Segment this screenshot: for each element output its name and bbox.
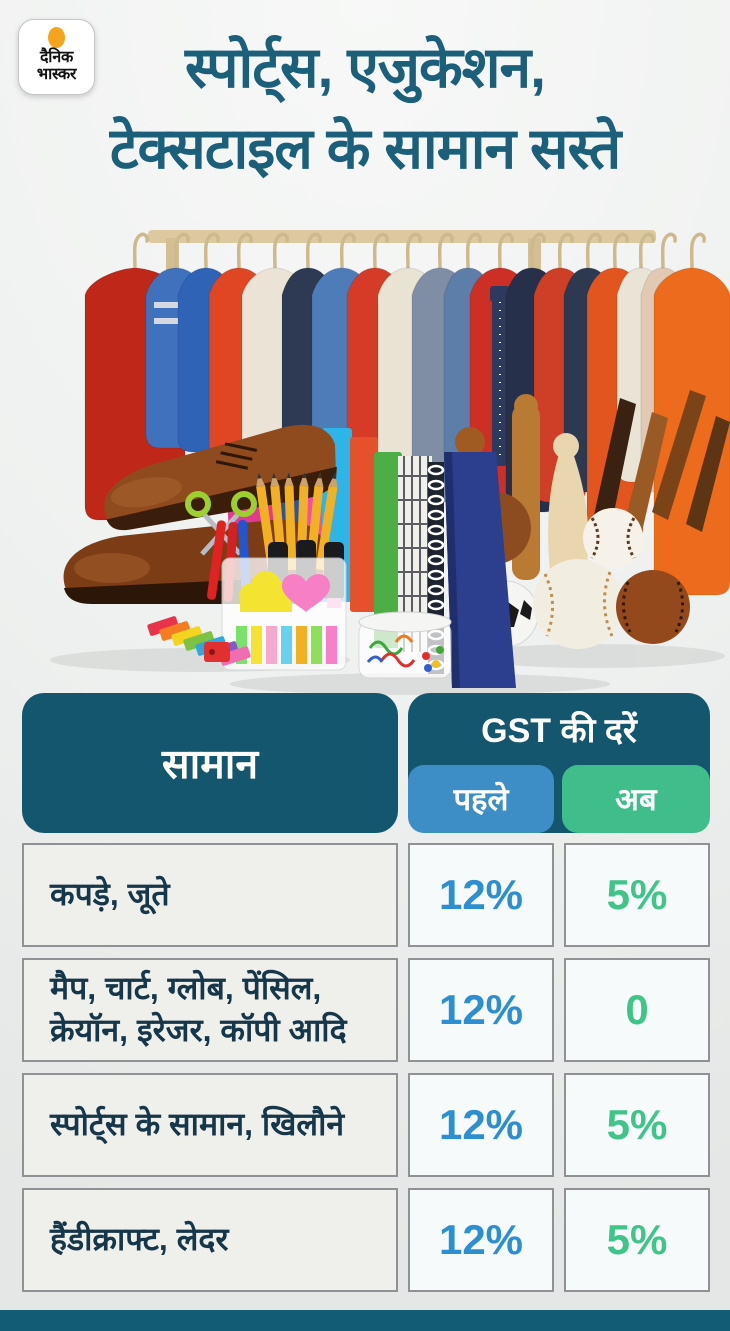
gst-rates-header: GST की दरें पहले अब bbox=[408, 693, 710, 833]
now-rate-cell: 5% bbox=[564, 1188, 710, 1292]
before-rate-cell: 12% bbox=[408, 843, 554, 947]
before-rate-cell: 12% bbox=[408, 1073, 554, 1177]
table-row: कपड़े, जूते 12% 5% bbox=[22, 843, 710, 947]
table-header: सामान GST की दरें पहले अब bbox=[22, 693, 710, 833]
before-column-header: पहले bbox=[408, 765, 554, 833]
product-collage-illustration bbox=[50, 230, 730, 695]
sun-icon bbox=[48, 27, 65, 48]
now-rate-cell: 5% bbox=[564, 843, 710, 947]
item-cell: कपड़े, जूते bbox=[22, 843, 398, 947]
now-rate-cell: 5% bbox=[564, 1073, 710, 1177]
table-row: हैंडीक्राफ्ट, लेदर 12% 5% bbox=[22, 1188, 710, 1292]
footer-bar bbox=[0, 1310, 730, 1331]
item-cell: हैंडीक्राफ्ट, लेदर bbox=[22, 1188, 398, 1292]
before-rate-cell: 12% bbox=[408, 1188, 554, 1292]
sharpener bbox=[204, 642, 230, 662]
title-line-1: स्पोर्ट्स, एजुकेशन, bbox=[184, 36, 546, 100]
title-line-2: टेक्सटाइल के सामान सस्ते bbox=[109, 117, 621, 181]
balls bbox=[533, 508, 690, 649]
gst-rates-title: GST की दरें bbox=[481, 712, 637, 750]
item-cell: स्पोर्ट्स के सामान, खिलौने bbox=[22, 1073, 398, 1177]
dainik-bhaskar-logo: दैनिक भास्कर bbox=[18, 19, 95, 95]
gst-table: सामान GST की दरें पहले अब कपड़े, जूते 12… bbox=[22, 693, 710, 1303]
table-row: स्पोर्ट्स के सामान, खिलौने 12% 5% bbox=[22, 1073, 710, 1177]
now-column-header: अब bbox=[562, 765, 710, 833]
paperclip-jar bbox=[358, 611, 452, 679]
item-cell: मैप, चार्ट, ग्लोब, पेंसिल, क्रेयॉन, इरेज… bbox=[22, 958, 398, 1062]
now-rate-cell: 0 bbox=[564, 958, 710, 1062]
items-column-header: सामान bbox=[22, 693, 398, 833]
page-title: स्पोर्ट्स, एजुकेशन, टेक्सटाइल के सामान स… bbox=[0, 28, 730, 190]
desk-organizer bbox=[221, 557, 347, 671]
sticky-notes bbox=[239, 571, 294, 612]
before-rate-cell: 12% bbox=[408, 958, 554, 1062]
table-row: मैप, चार्ट, ग्लोब, पेंसिल, क्रेयॉन, इरेज… bbox=[22, 958, 710, 1062]
logo-text: दैनिक भास्कर bbox=[36, 49, 77, 83]
